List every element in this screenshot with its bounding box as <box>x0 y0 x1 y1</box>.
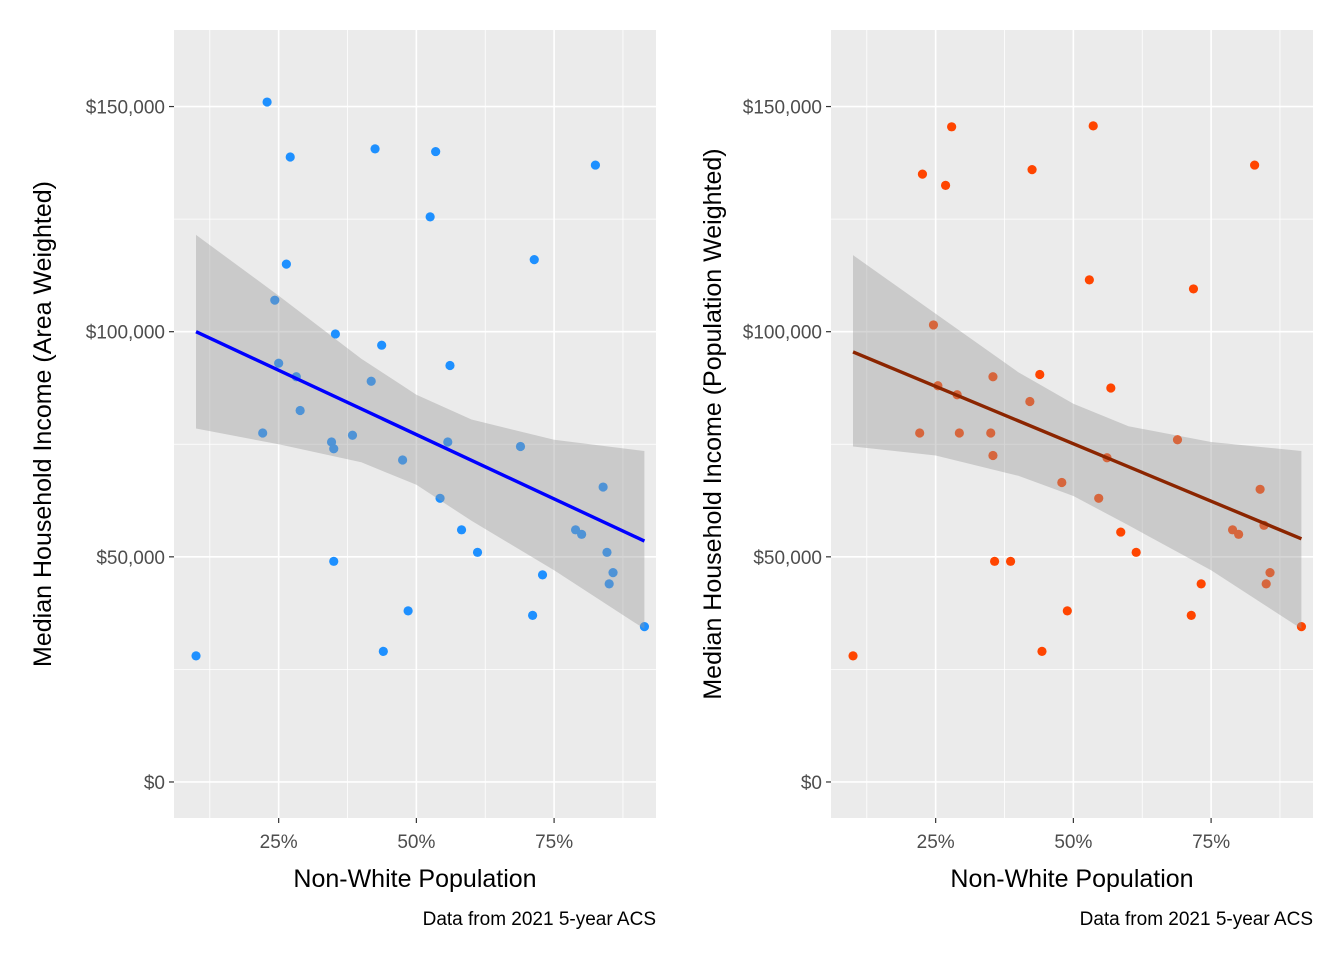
data-point <box>435 493 445 503</box>
data-point <box>1094 493 1104 503</box>
trend-line <box>195 330 646 543</box>
data-point <box>1025 396 1035 407</box>
plot-caption: Data from 2021 5-year ACS <box>1080 909 1313 930</box>
y-tick-label: $100,000 <box>743 323 822 344</box>
data-point <box>577 529 587 539</box>
confidence-ribbon <box>196 234 645 629</box>
data-point <box>990 556 1000 566</box>
data-point <box>258 428 268 438</box>
data-point <box>285 152 295 162</box>
data-point <box>1234 529 1244 539</box>
x-tick-label: 75% <box>535 832 573 853</box>
data-point <box>1037 646 1047 656</box>
x-axis-title: Non-White Population <box>950 865 1193 893</box>
data-point <box>988 372 998 382</box>
data-point <box>848 651 858 661</box>
y-tick-label: $0 <box>801 773 822 794</box>
data-point <box>1057 477 1067 488</box>
data-point <box>988 450 998 461</box>
data-point <box>940 180 951 190</box>
data-point <box>1296 622 1307 632</box>
data-point <box>456 525 467 535</box>
data-point <box>281 259 291 269</box>
data-point <box>928 320 939 330</box>
y-axis-title: Median Household Income (Population Weig… <box>699 148 727 699</box>
data-point <box>329 444 339 454</box>
data-point <box>274 358 284 368</box>
data-point <box>1250 160 1260 170</box>
data-point <box>1131 547 1141 557</box>
data-point <box>1035 369 1045 380</box>
data-point <box>528 610 538 620</box>
data-point <box>954 428 964 438</box>
data-point <box>1084 275 1094 285</box>
data-point <box>608 567 618 578</box>
data-point <box>347 430 358 440</box>
data-point <box>537 570 548 580</box>
data-point <box>425 212 435 222</box>
y-axis-title: Median Household Income (Area Weighted) <box>29 181 57 667</box>
data-point <box>377 340 387 350</box>
data-point <box>1196 579 1206 589</box>
y-tick-label: $50,000 <box>96 548 165 569</box>
data-point <box>431 146 441 157</box>
data-point <box>1116 527 1126 537</box>
data-point <box>1062 606 1072 616</box>
data-point <box>443 437 453 447</box>
data-point <box>604 579 614 589</box>
plot-panel <box>831 30 1313 818</box>
data-point <box>1188 284 1199 294</box>
data-point <box>917 169 928 179</box>
right-chart-population-weighted: $0 $50,000 $100,000 $150,000 25% 50% 75% Non-Wh… <box>699 30 1313 930</box>
confidence-ribbon <box>853 255 1302 629</box>
data-point <box>270 295 280 305</box>
x-tick-label: 75% <box>1192 832 1230 853</box>
data-point <box>1106 383 1116 393</box>
data-point <box>1027 164 1037 175</box>
data-point <box>329 556 339 566</box>
data-point <box>191 651 201 661</box>
plot-panel <box>174 30 656 818</box>
data-point <box>472 547 483 557</box>
data-point <box>295 405 305 416</box>
data-point <box>915 428 925 438</box>
data-point <box>378 646 388 656</box>
y-tick-label: $150,000 <box>86 98 165 119</box>
data-point <box>398 455 408 465</box>
data-point <box>947 122 957 132</box>
data-point <box>445 360 455 371</box>
data-point <box>1186 610 1196 620</box>
data-point <box>598 482 608 492</box>
data-point <box>529 255 539 265</box>
x-tick-label: 25% <box>260 832 298 853</box>
data-point <box>330 329 341 339</box>
x-tick-label: 50% <box>1054 832 1092 853</box>
y-tick-label: $100,000 <box>86 323 165 344</box>
y-tick-label: $50,000 <box>753 548 822 569</box>
x-tick-label: 50% <box>397 832 435 853</box>
data-point <box>262 97 272 107</box>
data-point <box>602 547 612 557</box>
trend-line <box>852 350 1303 541</box>
data-point <box>1172 435 1183 445</box>
data-point <box>515 441 526 452</box>
data-point <box>370 144 380 154</box>
data-point <box>1255 484 1265 494</box>
data-point <box>986 428 996 438</box>
y-tick-label: $150,000 <box>743 98 822 119</box>
data-point <box>366 376 376 386</box>
x-axis-title: Non-White Population <box>293 865 536 893</box>
y-tick-label: $0 <box>144 773 165 794</box>
left-chart-area-weighted: $0 $50,000 $100,000 $150,000 25% 50% 75% Non-Wh… <box>29 30 656 930</box>
data-point <box>403 606 413 616</box>
data-point <box>1088 121 1098 131</box>
x-tick-label: 25% <box>917 832 955 853</box>
data-point <box>1261 579 1271 589</box>
data-point <box>1265 567 1275 578</box>
data-point <box>1005 556 1016 566</box>
data-point <box>639 622 650 632</box>
plot-caption: Data from 2021 5-year ACS <box>423 909 656 930</box>
data-point <box>590 160 601 170</box>
